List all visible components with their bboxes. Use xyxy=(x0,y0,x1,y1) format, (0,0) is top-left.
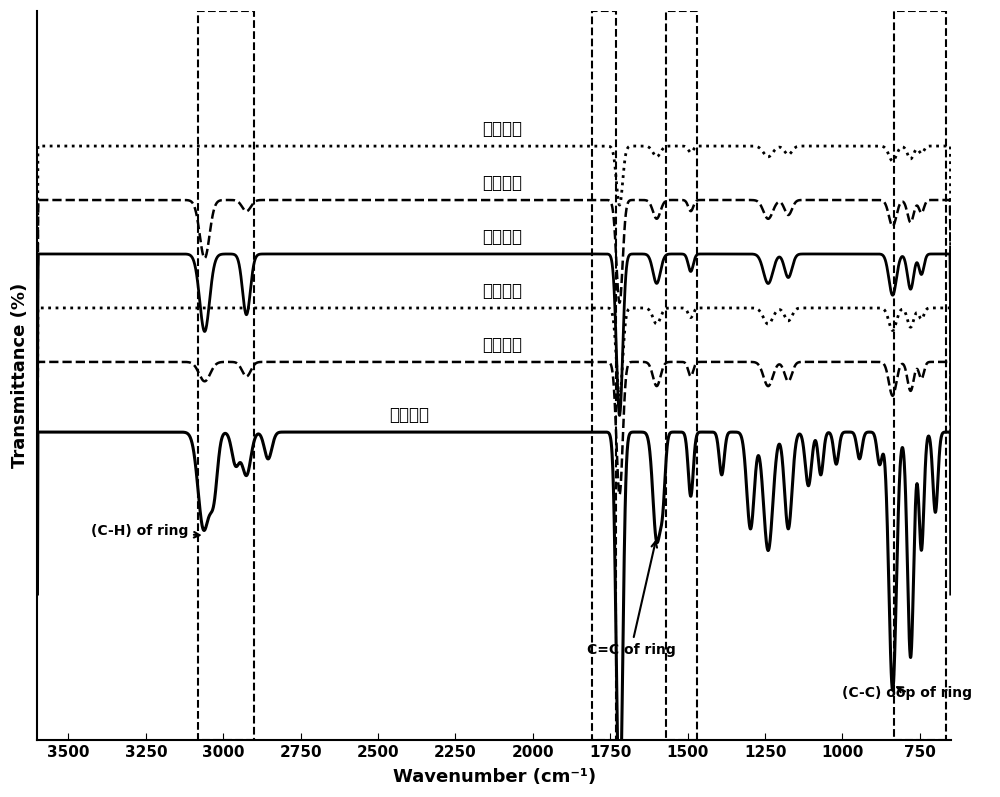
Text: 实施例三: 实施例三 xyxy=(482,228,522,246)
Text: (C-C) oop of ring: (C-C) oop of ring xyxy=(842,685,972,700)
Text: 实施例二: 实施例二 xyxy=(482,282,522,300)
Text: 聚酰树脂: 聚酰树脂 xyxy=(389,406,429,424)
Y-axis label: Transmittance (%): Transmittance (%) xyxy=(11,283,29,468)
Text: H$_3$C- of QAFPK: H$_3$C- of QAFPK xyxy=(0,796,1,797)
X-axis label: Wavenumber (cm⁻¹): Wavenumber (cm⁻¹) xyxy=(393,768,596,786)
Bar xyxy=(592,11,616,740)
Text: C=C of ring: C=C of ring xyxy=(587,542,675,657)
Bar xyxy=(666,11,697,740)
Bar xyxy=(894,11,946,740)
Bar xyxy=(198,11,254,740)
Text: 实施例一: 实施例一 xyxy=(482,336,522,354)
Text: 实施例四: 实施例四 xyxy=(482,174,522,192)
Text: 实施例五: 实施例五 xyxy=(482,120,522,138)
Text: (C-H) of ring: (C-H) of ring xyxy=(91,524,200,538)
